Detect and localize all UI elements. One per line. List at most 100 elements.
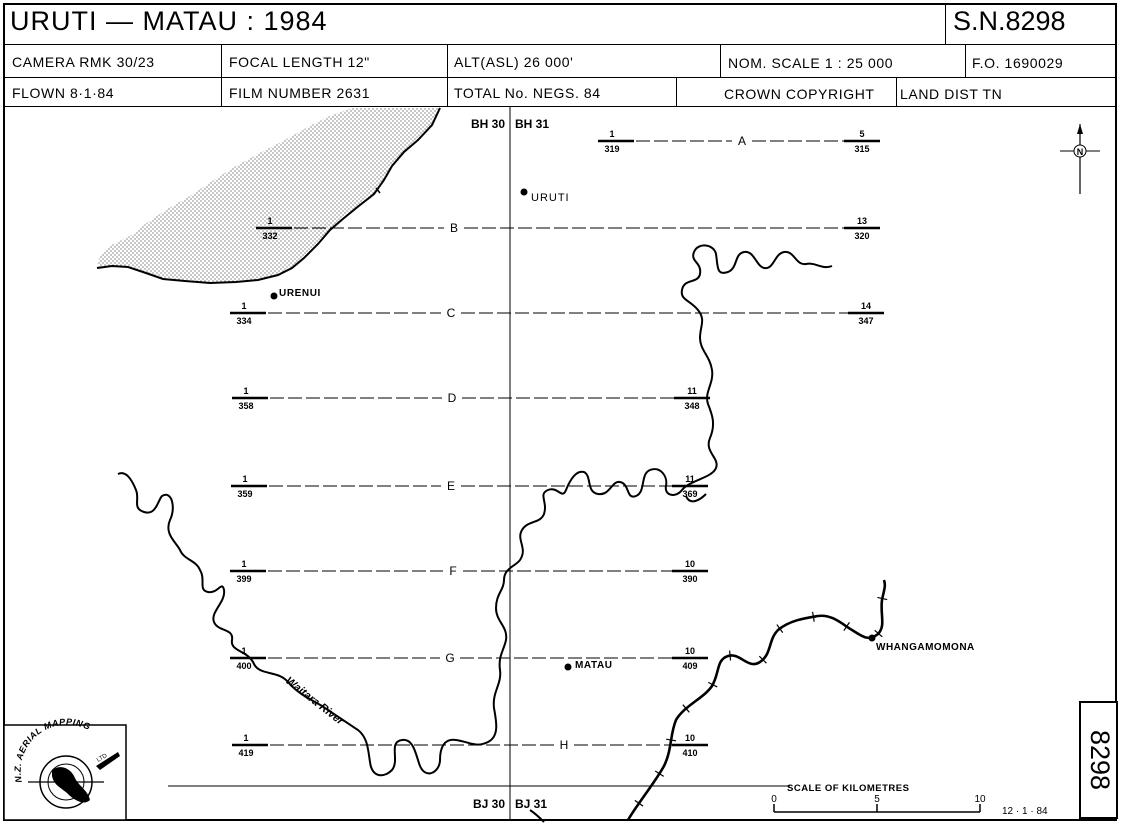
run-start-neg: 358 xyxy=(238,401,253,411)
run-letter: B xyxy=(450,221,458,235)
run-letter: A xyxy=(738,134,746,148)
north-label: N xyxy=(1077,147,1084,157)
run-end-neg: 390 xyxy=(682,574,697,584)
grid-label-bh31: BH 31 xyxy=(515,117,549,131)
sortie-number: S.N.8298 xyxy=(953,6,1066,36)
run-end-neg: 369 xyxy=(682,489,697,499)
altitude-info: ALT(ASL) 26 000' xyxy=(454,54,574,70)
film-number-info: FILM NUMBER 2631 xyxy=(229,85,371,101)
map-frame xyxy=(3,3,1117,821)
focal-length-info: FOCAL LENGTH 12" xyxy=(229,54,370,70)
header-col-divider xyxy=(720,44,721,77)
scale-tick-5: 5 xyxy=(874,794,880,805)
road-tick xyxy=(877,596,888,601)
run-letter: H xyxy=(560,738,569,752)
date-stamp: 12 · 1 · 84 xyxy=(1002,806,1048,817)
road-tick xyxy=(634,799,644,807)
run-end-frame: 5 xyxy=(859,129,864,139)
fo-info: F.O. 1690029 xyxy=(972,55,1064,71)
road-tick xyxy=(682,704,690,713)
nominal-scale-info: NOM. SCALE 1 : 25 000 xyxy=(728,55,894,71)
side-number: 8298 xyxy=(1085,730,1115,790)
stream-fragment xyxy=(529,809,545,823)
run-end-frame: 13 xyxy=(857,216,867,226)
run-start-frame: 1 xyxy=(267,216,272,226)
run-end-frame: 11 xyxy=(685,474,695,484)
grid-label-bj30: BJ 30 xyxy=(473,797,505,811)
road-tick xyxy=(812,611,815,622)
place-whangamomona: WHANGAMOMONA xyxy=(876,642,975,653)
place-matau: MATAU xyxy=(575,660,613,671)
scale-tick-10: 10 xyxy=(974,794,986,805)
header-col-divider xyxy=(447,44,448,77)
header-col-divider xyxy=(896,77,897,106)
river-label: Waitara River xyxy=(283,675,346,728)
run-start-frame: 1 xyxy=(241,301,246,311)
run-start-frame: 1 xyxy=(609,129,614,139)
run-start-frame: 1 xyxy=(243,733,248,743)
grid-label-bj31: BJ 31 xyxy=(515,797,547,811)
river-stub xyxy=(685,493,707,503)
run-end-neg: 315 xyxy=(854,144,869,154)
header-col-divider xyxy=(965,44,966,77)
road-tick xyxy=(843,622,850,631)
run-end-neg: 320 xyxy=(854,231,869,241)
run-end-neg: 348 xyxy=(684,401,699,411)
urenui-dot xyxy=(270,292,278,300)
logo-ltd: LTD xyxy=(96,753,109,764)
run-start-neg: 399 xyxy=(236,574,251,584)
grid-label-bh30: BH 30 xyxy=(471,117,505,131)
coastline xyxy=(96,107,441,285)
road-to-whangamomona xyxy=(626,579,887,821)
camera-info: CAMERA RMK 30/23 xyxy=(12,54,155,70)
run-end-neg: 409 xyxy=(682,661,697,671)
flown-date-info: FLOWN 8·1·84 xyxy=(12,85,115,101)
run-end-frame: 10 xyxy=(685,559,695,569)
run-start-frame: 1 xyxy=(243,386,248,396)
run-letter: G xyxy=(445,651,454,665)
header-col-divider xyxy=(447,77,448,106)
place-urenui: URENUI xyxy=(279,288,321,299)
place-uruti: URUTI xyxy=(531,192,570,204)
run-start-neg: 419 xyxy=(238,748,253,758)
land-district-info: LAND DIST TN xyxy=(900,86,1003,102)
run-end-neg: 347 xyxy=(858,316,873,326)
run-end-frame: 14 xyxy=(861,301,871,311)
run-start-frame: 1 xyxy=(242,474,247,484)
run-start-frame: 1 xyxy=(241,646,246,656)
run-start-frame: 1 xyxy=(241,559,246,569)
header-col-divider xyxy=(221,44,222,77)
run-letter: C xyxy=(447,306,456,320)
road-tick xyxy=(729,650,732,661)
side-number-box xyxy=(1079,701,1118,819)
uruti-dot xyxy=(520,188,528,196)
flight-runs: A13195315B133213320C133414347D135811348E… xyxy=(230,129,884,758)
road-tick xyxy=(708,681,718,688)
road-tick xyxy=(758,655,767,664)
run-letter: E xyxy=(447,479,455,493)
road-tick xyxy=(776,624,784,633)
run-start-neg: 332 xyxy=(262,231,277,241)
crown-copyright: CROWN COPYRIGHT xyxy=(724,86,875,102)
run-start-neg: 400 xyxy=(236,661,251,671)
run-start-neg: 319 xyxy=(604,144,619,154)
run-end-frame: 10 xyxy=(685,733,695,743)
scale-title: SCALE OF KILOMETRES xyxy=(787,783,909,794)
road-ticks xyxy=(634,596,888,807)
header-col-divider xyxy=(676,77,677,106)
scale-bar: SCALE OF KILOMETRES 0 5 10 xyxy=(771,783,986,813)
run-end-frame: 11 xyxy=(687,386,697,396)
header-divider-3 xyxy=(3,106,1117,107)
header-divider-1 xyxy=(3,44,1117,45)
header-col-divider xyxy=(221,77,222,106)
run-end-neg: 410 xyxy=(682,748,697,758)
header-divider-2 xyxy=(3,77,1117,78)
total-negatives-info: TOTAL No. NEGS. 84 xyxy=(454,85,601,101)
north-arrow: N xyxy=(1060,124,1100,194)
header-sn-divider xyxy=(945,3,946,44)
road-tick xyxy=(654,770,665,777)
run-end-frame: 10 xyxy=(685,646,695,656)
sea-area xyxy=(97,108,440,283)
matau-dot xyxy=(564,663,572,671)
